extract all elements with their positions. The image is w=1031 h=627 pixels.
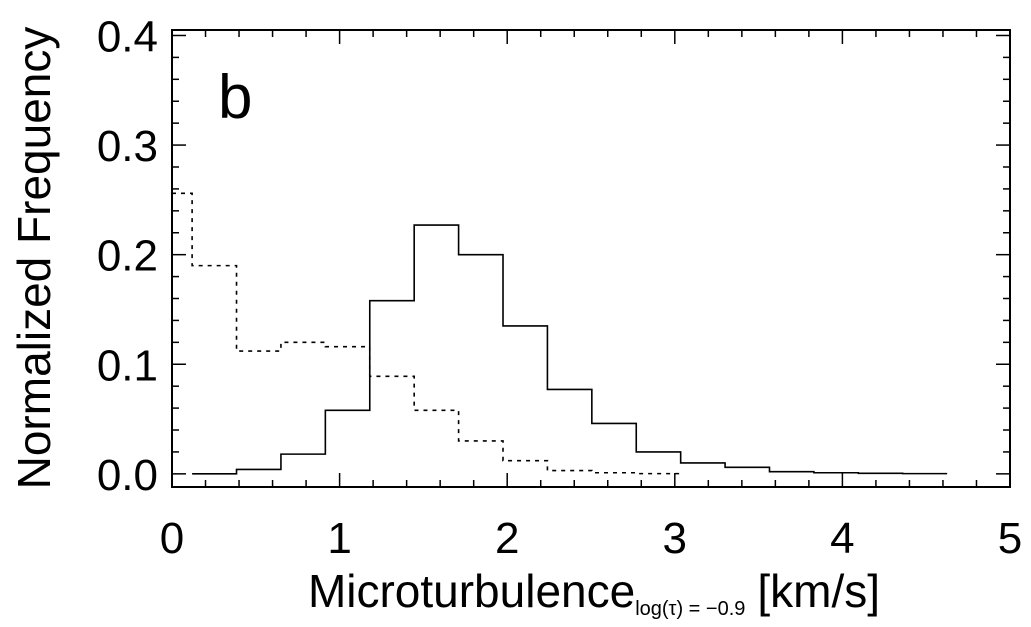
y-tick-label: 0.0	[97, 451, 158, 500]
series-solid-histogram	[192, 224, 948, 475]
x-tick-label: 1	[327, 514, 351, 563]
x-axis-title-main: Microturbulence	[308, 565, 635, 617]
panel-label: b	[218, 63, 252, 132]
y-tick-label: 0.4	[97, 12, 158, 61]
tick-marks	[171, 30, 1011, 487]
y-tick-label: 0.1	[97, 341, 158, 390]
series-dashed-histogram	[172, 192, 681, 475]
x-axis-title-unit: [km/s]	[757, 565, 880, 617]
y-tick-label: 0.2	[97, 232, 158, 281]
x-tick-label: 0	[160, 514, 184, 563]
x-tick-labels: 0 1 2 3 4 5	[160, 514, 1022, 563]
x-tick-label: 3	[663, 514, 687, 563]
plot-frame	[171, 29, 1011, 488]
y-tick-labels: 0.0 0.1 0.2 0.3 0.4	[97, 12, 158, 499]
x-axis-title: Microturbulencelog(τ) = −0.9 [km/s]	[308, 565, 880, 620]
x-axis-title-subscript: log(τ) = −0.9	[635, 598, 745, 620]
x-tick-label: 5	[998, 514, 1022, 563]
x-tick-label: 4	[830, 514, 854, 563]
y-tick-label: 0.3	[97, 122, 158, 171]
y-axis-title: Normalized Frequency	[8, 27, 60, 490]
x-tick-label: 2	[495, 514, 519, 563]
